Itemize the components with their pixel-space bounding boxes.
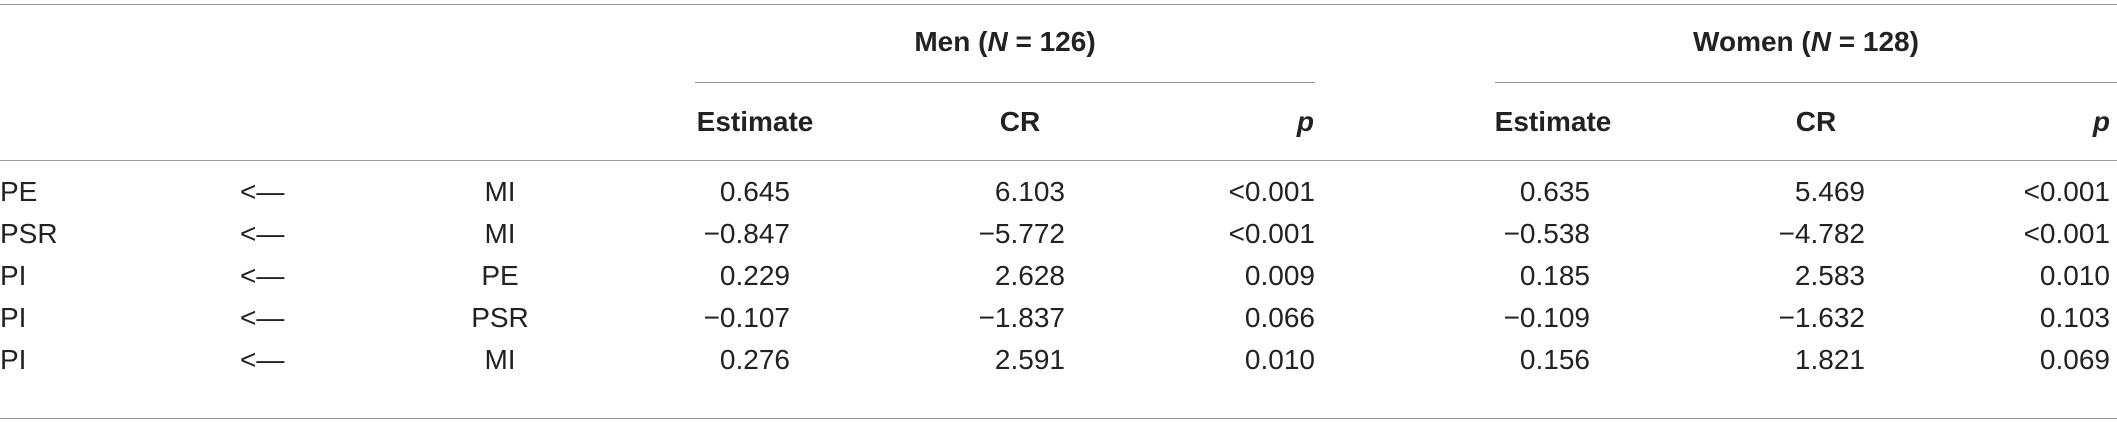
cell-independent: MI	[484, 218, 516, 249]
cell-dependent: PI	[0, 260, 27, 291]
group-header-women-pre: Women (	[1693, 26, 1811, 57]
cell-men-estimate: 0.229	[719, 260, 790, 291]
cell-women-estimate: −0.538	[1503, 218, 1590, 249]
cell-women-p: 0.010	[2039, 260, 2110, 291]
cell-independent: PE	[481, 260, 519, 291]
cell-women-p: 0.069	[2039, 344, 2110, 375]
cell-women-estimate: 0.635	[1519, 176, 1590, 207]
cell-women-estimate: 0.185	[1519, 260, 1590, 291]
header-rule	[0, 160, 2117, 161]
cell-arrow: <—	[240, 218, 285, 249]
group-header-men-post: = 126)	[1007, 26, 1096, 57]
cell-dependent: PI	[0, 302, 27, 333]
cell-women-cr: 2.583	[1794, 260, 1865, 291]
cell-arrow: <—	[240, 344, 285, 375]
group-header-women-n: N	[1810, 26, 1831, 57]
cell-women-cr: 5.469	[1794, 176, 1865, 207]
group-header-women-post: = 128)	[1830, 26, 1919, 57]
col-header-women-p-label: p	[2092, 106, 2110, 137]
cell-dependent: PE	[0, 176, 38, 207]
cell-women-cr: −4.782	[1778, 218, 1865, 249]
cell-dependent: PSR	[0, 218, 58, 249]
group-header-women: Women (N = 128)	[1495, 25, 2117, 59]
cell-women-p: <0.001	[2023, 176, 2110, 207]
cell-arrow: <—	[240, 176, 285, 207]
cell-independent: PSR	[471, 302, 529, 333]
cell-men-cr: 6.103	[994, 176, 1065, 207]
cell-women-p: <0.001	[2023, 218, 2110, 249]
cell-men-estimate: 0.645	[719, 176, 790, 207]
cell-men-p: 0.009	[1244, 260, 1315, 291]
col-header-men-p: p	[1200, 105, 1314, 139]
group-header-men-pre: Men (	[914, 26, 988, 57]
cell-dependent: PI	[0, 344, 27, 375]
col-header-women-estimate: Estimate	[1494, 106, 1612, 137]
cell-men-p: <0.001	[1228, 218, 1315, 249]
cell-women-estimate: −0.109	[1503, 302, 1590, 333]
col-header-men-cr: CR	[999, 106, 1041, 137]
cell-men-p: <0.001	[1228, 176, 1315, 207]
cell-arrow: <—	[240, 302, 285, 333]
col-header-women-p: p	[2000, 105, 2110, 139]
bottom-rule	[0, 418, 2117, 419]
group-header-men: Men (N = 126)	[695, 25, 1315, 59]
cell-women-estimate: 0.156	[1519, 344, 1590, 375]
cell-men-p: 0.066	[1244, 302, 1315, 333]
men-group-rule	[695, 82, 1315, 83]
cell-women-cr: −1.632	[1778, 302, 1865, 333]
cell-men-cr: 2.628	[994, 260, 1065, 291]
cell-women-p: 0.103	[2039, 302, 2110, 333]
cell-women-cr: 1.821	[1794, 344, 1865, 375]
cell-independent: MI	[484, 176, 516, 207]
cell-men-estimate: −0.847	[703, 218, 790, 249]
cell-men-cr: 2.591	[994, 344, 1065, 375]
cell-men-estimate: 0.276	[719, 344, 790, 375]
cell-men-p: 0.010	[1244, 344, 1315, 375]
cell-men-estimate: −0.107	[703, 302, 790, 333]
col-header-women-cr: CR	[1795, 106, 1837, 137]
cell-men-cr: −5.772	[978, 218, 1065, 249]
women-group-rule	[1495, 82, 2117, 83]
cell-arrow: <—	[240, 260, 285, 291]
top-rule	[0, 4, 2117, 5]
group-header-men-n: N	[987, 26, 1008, 57]
cell-men-cr: −1.837	[978, 302, 1065, 333]
cell-independent: MI	[484, 344, 516, 375]
col-header-men-p-label: p	[1296, 106, 1314, 137]
col-header-men-estimate: Estimate	[696, 106, 814, 137]
